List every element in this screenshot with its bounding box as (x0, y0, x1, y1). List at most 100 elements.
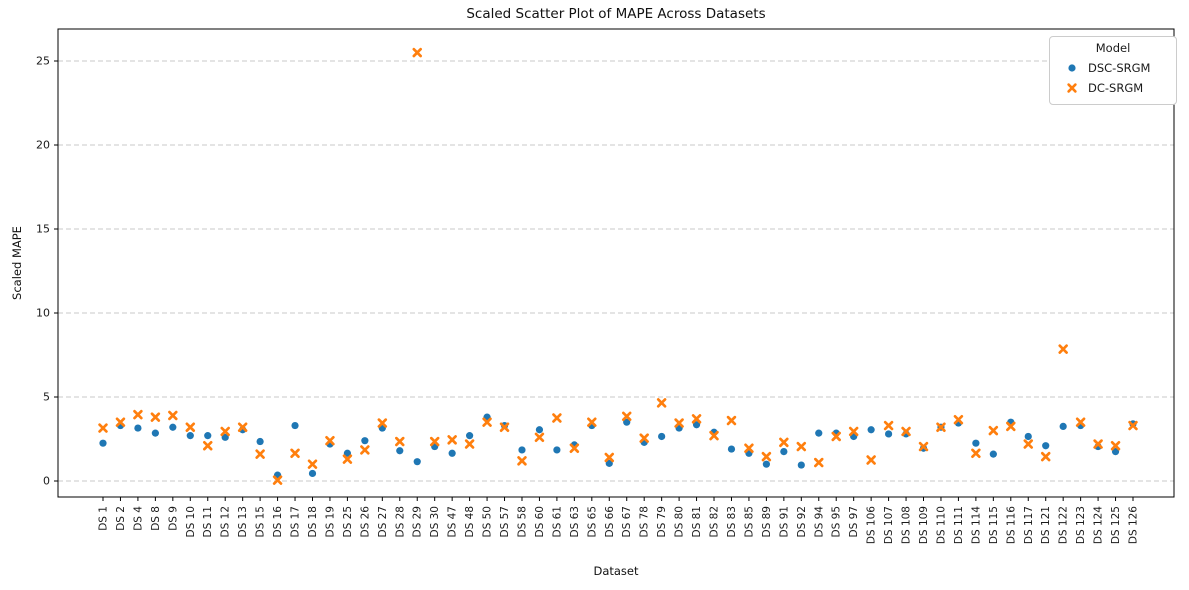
x-tick-label: DS 65 (586, 506, 598, 537)
data-point-dc-srgm (1023, 439, 1033, 449)
data-point-dc-srgm (814, 457, 824, 468)
data-point-dsc-srgm (553, 446, 561, 454)
x-tick-label: DS 15 (255, 506, 267, 537)
legend-title: Model (1095, 41, 1131, 55)
data-point-dc-srgm (237, 422, 248, 432)
data-point-dc-srgm (255, 449, 265, 459)
x-tick-label: DS 111 (953, 506, 965, 544)
data-point-dsc-srgm (605, 459, 613, 467)
x-tick-label: DS 97 (848, 506, 860, 537)
x-tick-label: DS 58 (516, 506, 528, 537)
data-point-dsc-srgm (762, 460, 770, 468)
data-point-dsc-srgm (989, 450, 997, 458)
x-tick-label: DS 85 (743, 506, 755, 537)
data-point-dc-srgm (744, 443, 754, 453)
x-tick-label: DS 9 (167, 506, 179, 531)
data-point-dsc-srgm (1059, 422, 1067, 430)
data-point-dc-srgm (621, 411, 632, 422)
circle-marker-icon (1066, 62, 1078, 74)
data-point-dc-srgm (412, 47, 422, 58)
data-point-dc-srgm (691, 414, 702, 424)
data-point-dsc-srgm (466, 432, 474, 440)
x-tick-label: DS 106 (866, 506, 878, 544)
x-tick-label: DS 117 (1023, 506, 1035, 544)
data-point-dsc-srgm (815, 429, 823, 437)
data-point-dsc-srgm (396, 447, 404, 455)
x-tick-label: DS 19 (324, 506, 336, 537)
data-point-dc-srgm (726, 415, 737, 426)
data-point-dc-srgm (796, 441, 807, 452)
x-tick-label: DS 92 (796, 506, 808, 537)
x-tick-label: DS 50 (482, 506, 494, 537)
data-point-dc-srgm (866, 455, 876, 465)
data-point-dc-srgm (1128, 420, 1138, 431)
data-point-dsc-srgm (169, 423, 177, 431)
y-tick-label: 5 (43, 391, 50, 404)
data-point-dc-srgm (656, 398, 667, 408)
data-point-dsc-srgm (518, 446, 526, 454)
legend-item-dsc-srgm: DSC-SRGM (1058, 58, 1168, 78)
data-point-dsc-srgm (867, 426, 875, 434)
data-point-dc-srgm (395, 436, 405, 447)
x-tick-label: DS 60 (534, 506, 546, 537)
data-point-dsc-srgm (727, 445, 736, 453)
data-point-dc-srgm (1058, 344, 1068, 354)
data-point-dsc-srgm (204, 432, 212, 440)
data-point-dc-srgm (1110, 440, 1121, 451)
data-point-dc-srgm (988, 425, 999, 436)
x-tick-label: DS 48 (464, 506, 476, 537)
x-tick-label: DS 27 (377, 506, 389, 537)
x-tick-label: DS 1 (98, 506, 110, 531)
data-point-dc-srgm (377, 418, 388, 428)
y-tick-label: 20 (36, 139, 50, 152)
data-point-dc-srgm (185, 422, 196, 432)
data-point-dc-srgm (639, 433, 649, 443)
data-point-dsc-srgm (1042, 442, 1050, 450)
data-point-dc-srgm (499, 422, 510, 432)
x-tick-label: DS 17 (290, 506, 302, 537)
x-tick-label: DS 28 (394, 506, 406, 537)
data-point-dc-srgm (325, 435, 335, 446)
data-point-dsc-srgm (658, 432, 666, 441)
data-point-dsc-srgm (884, 430, 893, 438)
data-point-dc-srgm (342, 454, 353, 464)
x-tick-label: DS 63 (569, 506, 581, 537)
data-point-dsc-srgm (797, 461, 805, 469)
x-tick-label: DS 89 (761, 506, 773, 537)
x-tick-label: DS 30 (429, 506, 441, 537)
x-tick-label: DS 108 (901, 506, 913, 544)
data-point-dsc-srgm (99, 439, 107, 447)
data-point-dc-srgm (1040, 451, 1051, 462)
data-point-dc-srgm (464, 439, 475, 449)
data-point-dc-srgm (150, 412, 161, 422)
x-tick-label: DS 47 (447, 506, 459, 537)
x-tick-label: DS 2 (115, 506, 127, 531)
x-axis-label: Dataset (593, 564, 639, 578)
data-point-dc-srgm (429, 436, 440, 447)
data-point-dsc-srgm (1024, 432, 1032, 441)
data-point-dc-srgm (133, 409, 143, 420)
x-tick-label: DS 114 (970, 506, 982, 544)
data-point-dc-srgm (534, 432, 545, 443)
plot-border (57, 28, 1175, 498)
y-tick-label: 15 (36, 223, 50, 236)
x-tick-label: DS 4 (132, 506, 144, 531)
x-tick-label: DS 10 (185, 506, 197, 537)
data-point-dc-srgm (883, 420, 894, 431)
x-tick-label: DS 78 (639, 506, 651, 537)
data-point-dc-srgm (587, 417, 597, 427)
legend-label-dc-srgm: DC-SRGM (1088, 81, 1144, 95)
data-point-dc-srgm (360, 445, 370, 455)
data-point-dsc-srgm (448, 449, 456, 457)
data-point-dc-srgm (552, 413, 562, 423)
y-tick-label: 10 (36, 307, 50, 320)
x-tick-label: DS 95 (831, 506, 843, 537)
data-point-dc-srgm (220, 426, 230, 437)
x-tick-label: DS 25 (342, 506, 354, 537)
data-point-dc-srgm (98, 423, 108, 433)
data-point-dsc-srgm (151, 429, 159, 437)
x-tick-label: DS 122 (1058, 506, 1070, 544)
x-tick-label: DS 81 (691, 506, 703, 537)
x-tick-label: DS 61 (551, 506, 563, 537)
